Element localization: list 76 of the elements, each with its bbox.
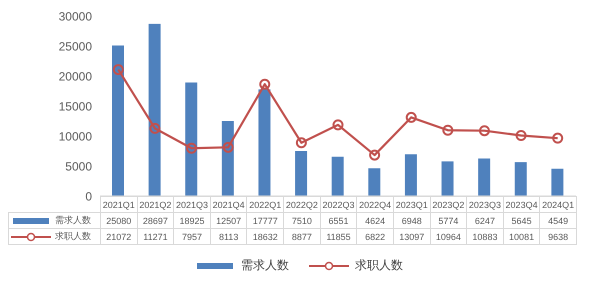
bar	[368, 168, 380, 196]
x-tick-label: 2022Q3	[320, 196, 358, 213]
point	[296, 137, 307, 148]
point	[186, 142, 198, 154]
x-tick-label: 2021Q4	[210, 196, 248, 213]
data-label: 4549	[539, 212, 577, 229]
bar	[258, 89, 270, 196]
text: 求职人数	[355, 258, 403, 272]
data-label: 5645	[502, 212, 540, 229]
bar	[551, 168, 564, 196]
data-label: 13097	[392, 228, 431, 245]
data-label: 21072	[100, 228, 138, 245]
bar	[404, 154, 417, 196]
x-tick-label: 2021Q3	[173, 196, 211, 213]
x-tick-label: 2022Q2	[283, 196, 321, 213]
data-label: 17777	[246, 212, 284, 229]
x-tick-label: 2023Q4	[502, 196, 540, 213]
data-label: 18925	[173, 212, 211, 229]
data-label: 6551	[320, 212, 358, 229]
point	[222, 142, 234, 153]
data-label: 5774	[430, 212, 468, 229]
point	[332, 119, 344, 130]
legend-label: 需求人数	[55, 214, 91, 227]
data-label: 4624	[356, 212, 394, 229]
point	[406, 112, 417, 123]
data-label: 8877	[283, 228, 321, 245]
y-tick-label: 25000	[58, 39, 92, 54]
data-label: 10081	[502, 228, 540, 245]
bar	[185, 82, 198, 196]
x-tick-label: 2021Q2	[136, 196, 174, 213]
point	[552, 132, 564, 144]
y-tick-label: 20000	[58, 69, 92, 84]
y-tick-label: 0	[85, 189, 92, 204]
data-label: 10883	[466, 228, 504, 245]
x-tick-label: 2023Q3	[466, 196, 504, 213]
bar	[222, 120, 234, 196]
bar	[148, 24, 161, 196]
data-label: 10964	[430, 228, 468, 245]
data-label: 7510	[283, 212, 321, 229]
point	[516, 130, 527, 142]
data-label: 28697	[136, 212, 174, 229]
x-tick-label: 2024Q1	[539, 196, 577, 213]
y-tick-label: 30000	[58, 9, 92, 24]
point	[112, 64, 124, 76]
bar	[332, 156, 344, 196]
x-tick-label: 2021Q1	[100, 196, 138, 213]
data-label: 11855	[320, 228, 358, 245]
data-label: 7957	[173, 228, 211, 245]
bar	[478, 158, 490, 196]
data-label: 11271	[136, 228, 174, 245]
bar	[442, 161, 454, 196]
data-label: 25080	[100, 212, 138, 229]
text: 需求人数	[241, 258, 289, 272]
data-label: 12507	[210, 212, 248, 229]
point	[478, 125, 490, 136]
data-label: 8113	[210, 228, 248, 245]
data-label: 6948	[392, 212, 431, 229]
y-tick-label: 10000	[58, 129, 92, 144]
bar	[112, 46, 124, 196]
bar	[514, 162, 527, 196]
data-label: 18632	[246, 228, 284, 245]
data-label: 9638	[539, 228, 577, 245]
y-tick-label: 15000	[58, 99, 92, 114]
data-label: 6822	[356, 228, 394, 245]
x-tick-label: 2022Q4	[356, 196, 394, 213]
bar	[295, 150, 308, 196]
point	[259, 78, 270, 90]
data-label: 6247	[466, 212, 504, 229]
legend-label: 求职人数	[55, 230, 91, 243]
point	[149, 122, 160, 134]
y-tick-label: 5000	[65, 159, 92, 174]
x-tick-label: 2023Q1	[392, 196, 431, 213]
point	[369, 150, 380, 161]
x-tick-label: 2023Q2	[430, 196, 468, 213]
x-tick-label: 2022Q1	[246, 196, 284, 213]
point	[442, 124, 454, 136]
